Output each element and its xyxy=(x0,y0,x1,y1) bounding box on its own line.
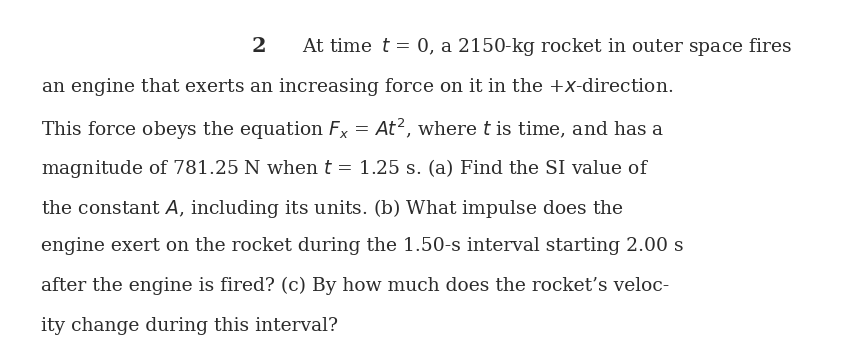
Text: This force obeys the equation $F_x$ = $At^2$, where $t$ is time, and has a: This force obeys the equation $F_x$ = $A… xyxy=(41,116,664,142)
Text: 2: 2 xyxy=(252,36,267,56)
Text: after the engine is fired? (c) By how much does the rocket’s veloc-: after the engine is fired? (c) By how mu… xyxy=(41,277,669,296)
Text: ity change during this interval?: ity change during this interval? xyxy=(41,317,337,336)
Text: an engine that exerts an increasing force on it in the +$x$-direction.: an engine that exerts an increasing forc… xyxy=(41,76,673,98)
Text: At time  $t$ = 0, a 2150-kg rocket in outer space fires: At time $t$ = 0, a 2150-kg rocket in out… xyxy=(302,36,792,58)
Text: engine exert on the rocket during the 1.50-s interval starting 2.00 s: engine exert on the rocket during the 1.… xyxy=(41,237,683,255)
Text: magnitude of 781.25 N when $t$ = 1.25 s. (a) Find the SI value of: magnitude of 781.25 N when $t$ = 1.25 s.… xyxy=(41,157,649,179)
Text: the constant $A$, including its units. (b) What impulse does the: the constant $A$, including its units. (… xyxy=(41,197,624,220)
